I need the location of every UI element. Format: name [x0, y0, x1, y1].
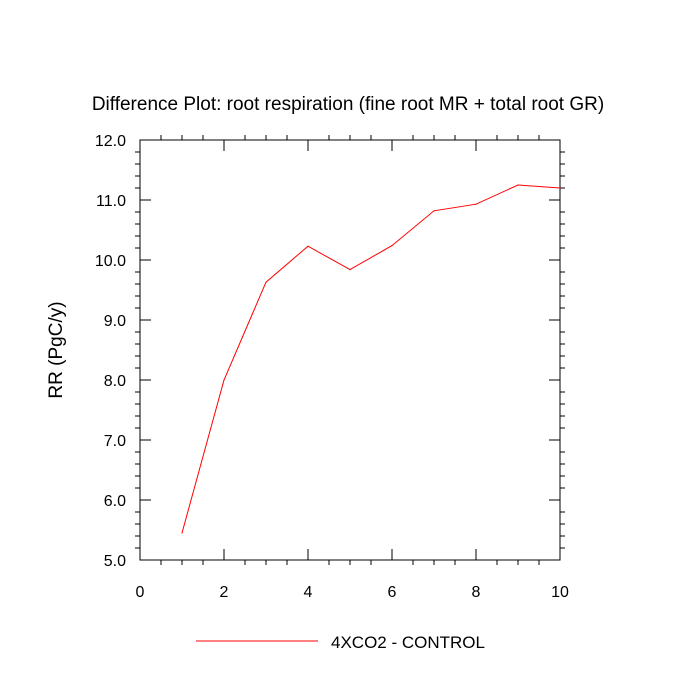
chart-title: Difference Plot: root respiration (fine …	[92, 94, 604, 115]
legend: 4XCO2 - CONTROL	[196, 633, 485, 652]
data-point	[181, 532, 183, 534]
y-tick-label: 8.0	[104, 373, 126, 390]
y-axis-label: RR (PgC/y)	[46, 301, 67, 398]
y-axis-tick-labels: 5.0 6.0 7.0 8.0 9.0 10.0 11.0 12.0	[95, 133, 126, 570]
data-point	[517, 184, 519, 186]
y-tick-label: 12.0	[95, 133, 126, 150]
x-tick-label: 2	[220, 584, 229, 601]
y-tick-label: 11.0	[96, 193, 126, 210]
plot-frame	[139, 139, 561, 561]
x-tick-label: 0	[136, 584, 145, 601]
y-tick-label: 9.0	[104, 313, 126, 330]
axis-ticks	[135, 135, 565, 565]
x-axis-tick-labels: 0 2 4 6 8 10	[136, 584, 569, 601]
x-tick-label: 4	[304, 584, 313, 601]
legend-label-4xco2-control: 4XCO2 - CONTROL	[331, 633, 485, 652]
x-tick-label: 8	[472, 584, 481, 601]
data-point	[475, 203, 477, 205]
data-point	[559, 187, 561, 189]
series-layer	[181, 184, 561, 534]
x-tick-label: 6	[388, 584, 397, 601]
data-point	[349, 269, 351, 271]
series-line-0	[181, 184, 561, 534]
x-tick-label: 10	[551, 584, 569, 601]
y-tick-label: 6.0	[104, 493, 126, 510]
y-tick-label: 7.0	[104, 433, 126, 450]
data-point	[433, 210, 435, 212]
y-tick-label: 5.0	[104, 553, 126, 570]
data-point	[391, 245, 393, 247]
y-tick-label: 10.0	[95, 253, 126, 270]
data-point	[265, 281, 267, 283]
data-point	[223, 379, 225, 381]
data-point	[307, 245, 309, 247]
